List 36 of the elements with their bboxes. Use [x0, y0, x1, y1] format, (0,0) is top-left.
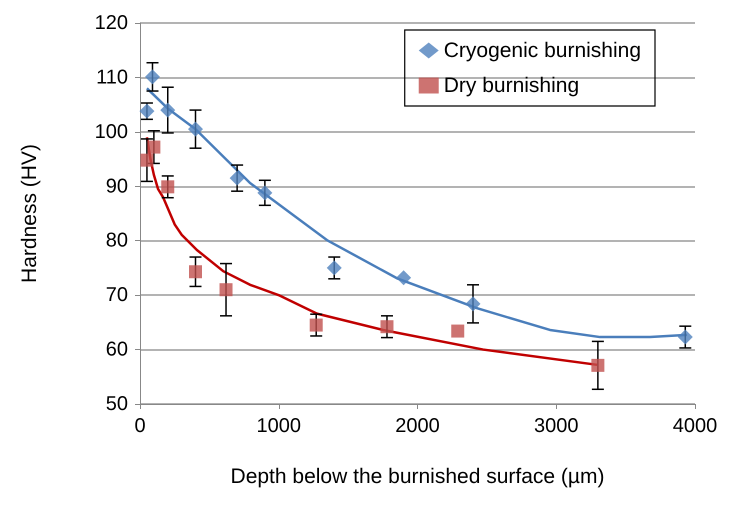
- y-tick-label: 50: [106, 393, 128, 415]
- x-tick-label: 2000: [395, 415, 440, 437]
- point: [220, 283, 233, 296]
- y-tick-label: 90: [106, 175, 128, 198]
- y-tick-label: 70: [106, 284, 128, 306]
- x-tick-label: 0: [134, 415, 146, 437]
- point: [451, 324, 464, 338]
- y-tick-label: 80: [106, 230, 128, 252]
- point: [188, 122, 203, 137]
- point: [396, 270, 412, 286]
- point: [160, 102, 176, 118]
- y-axis-title: Hardness (HV): [18, 144, 41, 283]
- point: [466, 296, 480, 312]
- x-tick-label: 3000: [534, 415, 578, 437]
- point: [189, 265, 202, 278]
- x-tick-label: 4000: [672, 415, 718, 437]
- y-tick-label: 60: [106, 338, 128, 361]
- point: [147, 140, 160, 154]
- point: [161, 180, 174, 194]
- point: [310, 318, 323, 332]
- legend-label: Dry burnishing: [444, 74, 580, 97]
- y-tick-label: 100: [94, 120, 128, 143]
- y-tick-label: 110: [96, 66, 128, 88]
- x-axis-title: Depth below the burnished surface (µm): [230, 465, 604, 488]
- point: [678, 330, 693, 345]
- y-tick-label: 120: [94, 12, 128, 34]
- point: [326, 260, 342, 276]
- x-tick-label: 1000: [256, 415, 301, 437]
- point: [257, 185, 272, 200]
- point: [380, 320, 394, 334]
- point: [140, 154, 154, 167]
- point: [591, 358, 604, 372]
- point: [144, 69, 160, 84]
- point: [230, 170, 245, 186]
- legend-label: Cryogenic burnishing: [444, 39, 642, 62]
- point: [139, 104, 154, 119]
